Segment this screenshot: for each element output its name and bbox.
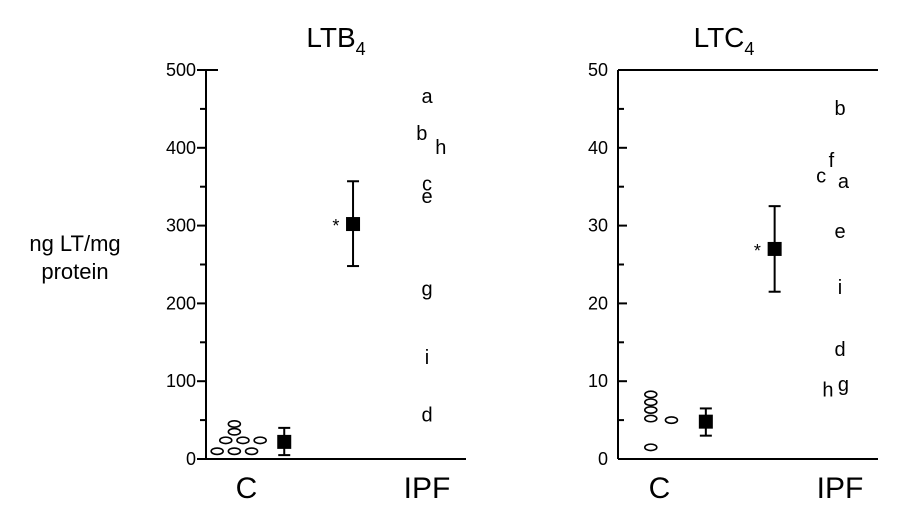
ltb4-control-point [210,447,224,456]
ltb4-patient-label: e [421,186,432,208]
ltb4-mean-marker [277,434,292,449]
ltb4-control-point [227,419,242,428]
ltb4-y-tick-label: 500 [166,60,196,80]
ltc4-y-tick-label: 0 [598,449,608,469]
ltb4-y-tick-label: 100 [166,371,196,391]
ltc4-mean-marker [698,414,713,429]
ltc4-y-tick-label: 10 [588,371,608,391]
ltc4-y-tick-label: 20 [588,293,608,313]
ltc4-mean-marker [767,241,782,256]
ltc4-patient-label: h [822,380,833,402]
shared-y-axis-label: ng LT/mg protein [0,230,150,286]
ltb4-patient-label: d [421,404,432,426]
ltb4-control-point [227,427,242,436]
ltb4-control-point [244,447,259,456]
ltc4-y-tick-label: 30 [588,216,608,236]
ltc4-control-point [664,416,679,425]
ltc4-category-label: C [649,472,671,505]
ltb4-y-tick-label: 300 [166,216,196,236]
ltb4-title-main: LTB [306,22,355,53]
ltc4-patient-label: d [834,339,845,361]
ltb4-control-point [218,436,233,445]
ltb4-title: LTB4 [306,22,365,59]
ltb4-category-label: IPF [404,472,451,505]
ltb4-title-subscript: 4 [356,39,366,59]
ltc4-patient-label: c [816,166,826,188]
ltc4-control-point [643,414,658,423]
ltb4-patient-label: c [422,173,432,195]
ltc4-title-main: LTC [694,22,745,53]
ltb4-y-tick-label: 0 [186,449,196,469]
ltb4-patient-label: a [421,86,433,108]
ltc4-patient-label: f [829,150,835,172]
ltb4-category-label: C [236,472,258,505]
ltc4-control-point [643,390,658,399]
ltc4-patient-label: g [838,374,849,396]
ltc4-patient-label: i [838,277,842,299]
ltc4-title: LTC4 [694,22,755,59]
ltb4-control-point [253,436,267,445]
ltc4-patient-label: e [834,221,845,243]
ltb4-patient-label: b [416,123,427,145]
y-axis-label-line-2: protein [41,259,109,284]
ltb4-y-tick-label: 200 [166,293,196,313]
ltb4-patient-label: h [435,137,446,159]
ltc4-control-point [643,398,658,407]
ltb4-control-point [236,436,250,445]
ltc4-control-point [643,443,658,452]
ltc4-y-tick-label: 40 [588,138,608,158]
ltc4-patient-label: b [834,98,845,120]
ltc4-title-subscript: 4 [744,39,754,59]
ltc4-y-tick-label: 50 [588,60,608,80]
ltc4-significance-marker: * [754,241,761,261]
ltb4-patient-label: i [425,347,429,369]
ltc4-control-point [643,405,658,414]
ltb4-significance-marker: * [332,216,339,236]
ltb4-control-point [227,447,242,456]
y-axis-label-line-1: ng LT/mg [29,231,121,256]
ltb4-patient-label: g [421,278,432,300]
ltc4-patient-label: a [838,171,850,193]
ltb4-mean-marker [346,217,361,232]
ltc4-category-label: IPF [817,472,864,505]
ltb4-y-tick-label: 400 [166,138,196,158]
